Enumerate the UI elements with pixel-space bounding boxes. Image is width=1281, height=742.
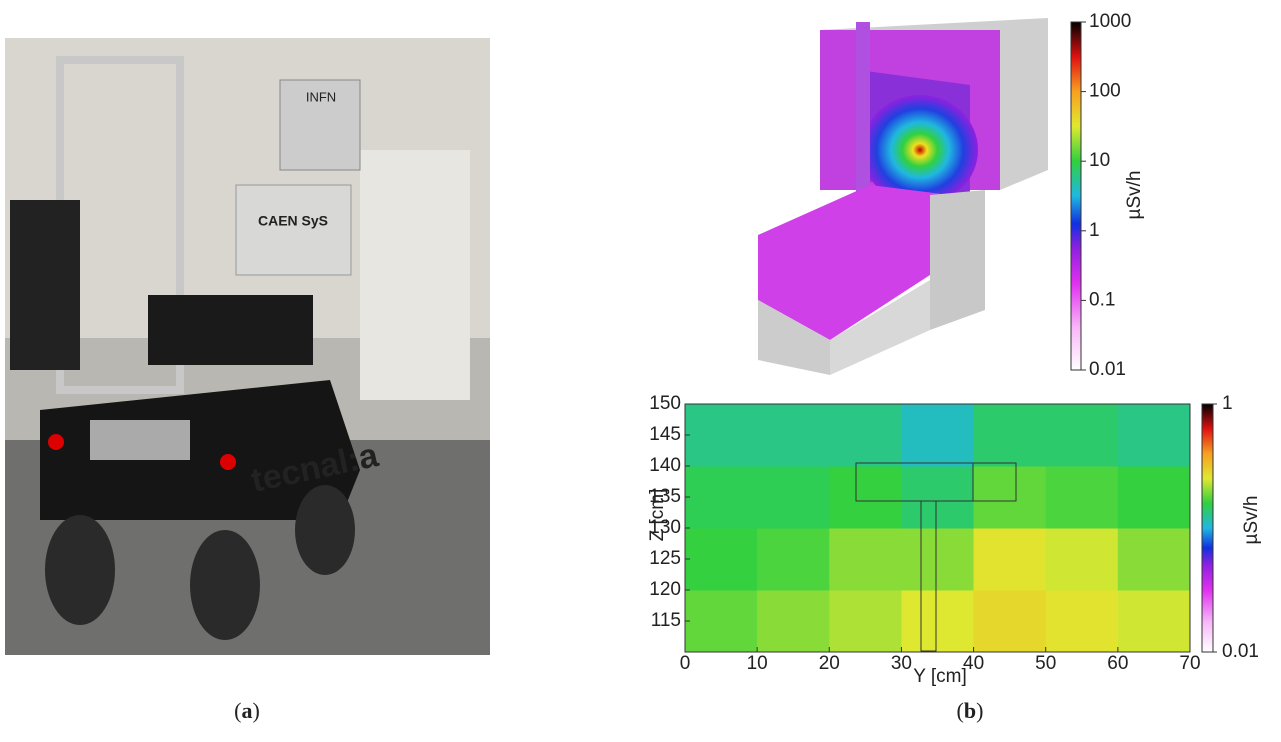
heat-cell [1046, 590, 1119, 653]
colorbar-tick-label: 0.1 [1089, 289, 1115, 310]
heat-cell [685, 590, 758, 653]
heat-cell [685, 404, 758, 467]
heat-cell [685, 466, 758, 529]
heat-cell [829, 590, 902, 653]
y-tick-label: 145 [649, 424, 681, 445]
heat-cell [1046, 404, 1119, 467]
y-tick-label: 115 [651, 610, 681, 631]
dose-render [758, 18, 1048, 375]
heat-cell [1046, 528, 1119, 591]
heat-cell [685, 528, 758, 591]
heat-cell [1118, 466, 1191, 529]
colorbar [1202, 404, 1213, 652]
heat-cell [974, 590, 1047, 653]
colorbar-tick-label: 1 [1222, 393, 1233, 414]
y-tick-label: 125 [649, 548, 681, 569]
heat-cell [974, 466, 1047, 529]
heat-cell [901, 404, 974, 467]
figure: INFN CAEN SyS tecnal:a (a) µSv/h Y [cm] … [0, 0, 1281, 742]
colorbar-tick-label: 0.01 [1222, 641, 1259, 662]
y-tick-label: 140 [649, 455, 681, 476]
heatmap [685, 404, 1191, 653]
x-tick-label: 40 [963, 653, 984, 674]
y-tick-label: 150 [649, 393, 681, 414]
heat-cell [1046, 466, 1119, 529]
heat-cell [1118, 404, 1191, 467]
x-tick-label: 60 [1107, 653, 1128, 674]
colorbar-tick-label: 1 [1089, 220, 1100, 241]
heat-cell [757, 528, 830, 591]
x-tick-label: 70 [1179, 653, 1200, 674]
heat-cell [757, 404, 830, 467]
caption: (a) [234, 698, 260, 723]
photo: INFN CAEN SyS tecnal:a [5, 38, 490, 655]
y-tick-label: 135 [649, 486, 681, 507]
heat-cell [1118, 528, 1191, 591]
photo-label: CAEN SyS [258, 213, 328, 229]
y-tick-label: 130 [649, 517, 681, 538]
caption: (b) [957, 698, 984, 723]
heat-cell [829, 404, 902, 467]
x-axis-label: Y [cm] [913, 666, 967, 687]
colorbar-tick-label: 100 [1089, 81, 1121, 102]
colorbar-tick-label: 10 [1089, 150, 1110, 171]
x-tick-label: 50 [1035, 653, 1056, 674]
x-tick-label: 10 [747, 653, 768, 674]
colorbar-tick-label: 0.01 [1089, 359, 1126, 380]
x-tick-label: 20 [819, 653, 840, 674]
heat-cell [829, 466, 902, 529]
photo-label: INFN [306, 89, 336, 104]
heat-cell [974, 404, 1047, 467]
y-tick-label: 120 [649, 579, 681, 600]
heat-cell [901, 590, 974, 653]
x-tick-label: 30 [891, 653, 912, 674]
heat-cell [757, 466, 830, 529]
colorbar-label: µSv/h [1241, 496, 1262, 545]
x-tick-label: 0 [680, 653, 691, 674]
heat-cell [829, 528, 902, 591]
colorbar-label: µSv/h [1124, 171, 1145, 220]
heat-cell [901, 466, 974, 529]
colorbar [1071, 22, 1081, 370]
heat-cell [1118, 590, 1191, 653]
heat-cell [901, 528, 974, 591]
heat-cell [757, 590, 830, 653]
colorbar-tick-label: 1000 [1089, 11, 1131, 32]
heat-cell [974, 528, 1047, 591]
